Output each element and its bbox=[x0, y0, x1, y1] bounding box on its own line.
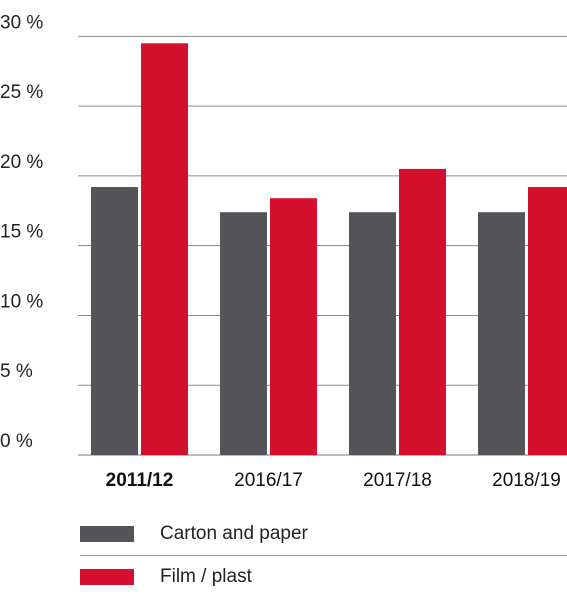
y-tick-label: 0 % bbox=[0, 431, 33, 452]
y-tick-label: 5 % bbox=[0, 361, 33, 382]
legend-label-carton: Carton and paper bbox=[160, 523, 308, 544]
bar-film bbox=[399, 168, 446, 455]
x-tick-label: 2016/17 bbox=[234, 470, 303, 491]
legend-label-film: Film / plast bbox=[160, 566, 252, 587]
y-tick-label: 10 % bbox=[0, 291, 43, 312]
y-tick-label: 20 % bbox=[0, 152, 43, 173]
bar-film bbox=[141, 43, 188, 456]
legend-divider bbox=[80, 555, 567, 556]
x-tick-label: 2017/18 bbox=[363, 470, 432, 491]
bar-carton bbox=[91, 187, 138, 455]
bar-film bbox=[528, 187, 567, 455]
legend-item-carton: Carton and paper bbox=[80, 516, 308, 552]
legend-item-film: Film / plast bbox=[80, 559, 252, 595]
x-tick-label: 2011/12 bbox=[106, 470, 174, 491]
legend-swatch-film bbox=[80, 569, 134, 585]
bar-chart: 0 % 5 % 10 % 15 % 20 % 25 % 30 % 2011/12 2016/17… bbox=[0, 12, 567, 491]
x-tick-label: 2018/19 bbox=[492, 470, 561, 491]
legend-swatch-carton bbox=[80, 526, 134, 542]
y-tick-label: 25 % bbox=[0, 82, 43, 103]
y-tick-label: 15 % bbox=[0, 222, 43, 243]
bar-carton bbox=[478, 212, 525, 455]
bar-carton bbox=[349, 212, 396, 455]
bar-carton bbox=[220, 212, 267, 455]
y-tick-label: 30 % bbox=[0, 12, 43, 33]
bar-film bbox=[270, 198, 317, 455]
